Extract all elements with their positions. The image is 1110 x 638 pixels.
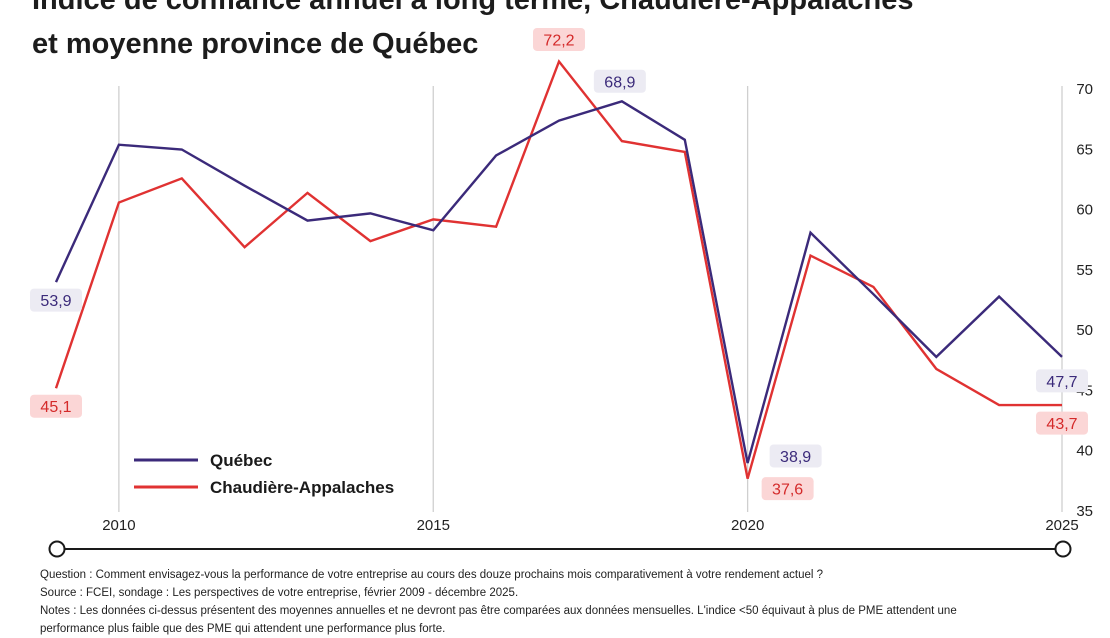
y-tick-label-35: 35 xyxy=(1076,503,1093,520)
x-tick-label-2025: 2025 xyxy=(1045,517,1078,534)
timeline-start-marker xyxy=(48,540,66,558)
footnotes: Question : Comment envisagez-vous la per… xyxy=(40,566,1080,638)
value-label-bg-quebec-2018 xyxy=(593,69,646,93)
chart-title: Indice de confiance annuel à long terme,… xyxy=(32,0,914,66)
notes-text-continued: performance plus faible que des PME qui … xyxy=(40,623,446,635)
y-tick-label-55: 55 xyxy=(1076,262,1093,279)
value-label-quebec-2025: 47,7 xyxy=(1046,374,1077,391)
source-note: Source : FCEI, sondage : Les perspective… xyxy=(40,587,519,599)
value-label-quebec-2020: 38,9 xyxy=(780,449,811,466)
y-tick-label-40: 40 xyxy=(1076,443,1093,460)
chart-title-line-2: et moyenne province de Québec xyxy=(32,28,479,60)
value-label-bg-quebec-2025 xyxy=(1036,369,1088,393)
value-label-bg-chaudiere-2009 xyxy=(30,394,82,418)
value-label-chaudiere-2009: 45,1 xyxy=(40,399,71,416)
notes-text: Notes : Les données ci-dessus présentent… xyxy=(40,605,957,617)
y-tick-label-65: 65 xyxy=(1076,141,1093,158)
value-label-bg-chaudiere-2020 xyxy=(761,477,814,501)
value-label-bg-quebec-2009 xyxy=(30,288,82,312)
value-label-chaudiere-2017: 72,2 xyxy=(543,32,574,49)
y-tick-label-70: 70 xyxy=(1076,81,1093,98)
y-tick-label-60: 60 xyxy=(1076,202,1093,219)
x-tick-label-2015: 2015 xyxy=(417,517,450,534)
value-label-bg-quebec-2020 xyxy=(769,444,822,468)
line-chart: 3540455055606570201020152020202553,945,1… xyxy=(30,27,1093,558)
x-tick-label-2020: 2020 xyxy=(731,517,764,534)
legend-label-chaudiere-appalaches: Chaudière-Appalaches xyxy=(210,478,394,497)
chart-title-line-1: Indice de confiance annuel à long terme,… xyxy=(32,0,914,16)
value-label-bg-chaudiere-2025 xyxy=(1036,411,1088,435)
y-tick-label-50: 50 xyxy=(1076,322,1093,339)
value-label-bg-chaudiere-2017 xyxy=(533,27,585,51)
x-tick-label-2010: 2010 xyxy=(102,517,135,534)
value-label-quebec-2009: 53,9 xyxy=(40,293,71,310)
series-line-chaudiere-appalaches xyxy=(54,59,1062,480)
legend-label-quebec: Québec xyxy=(210,451,272,470)
value-label-chaudiere-2025: 43,7 xyxy=(1046,416,1077,433)
value-label-chaudiere-2020: 37,6 xyxy=(772,482,803,499)
question-note: Question : Comment envisagez-vous la per… xyxy=(40,569,824,581)
value-label-quebec-2018: 68,9 xyxy=(604,74,635,91)
timeline-end-marker xyxy=(1054,540,1072,558)
series-line-quebec xyxy=(54,99,1063,464)
